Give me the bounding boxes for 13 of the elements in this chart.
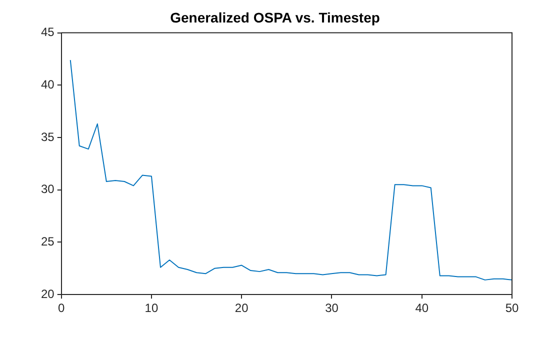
x-tick-label: 30 — [325, 301, 339, 316]
x-tick-label: 0 — [58, 301, 66, 316]
y-tick-label: 20 — [40, 286, 55, 301]
x-tick-label: 50 — [505, 301, 519, 316]
y-tick-label: 35 — [40, 130, 55, 144]
x-tick-label: 40 — [415, 301, 429, 316]
x-tick-label: 20 — [234, 301, 249, 316]
y-tick-label: 45 — [40, 25, 55, 40]
y-tick-label: 40 — [40, 77, 55, 92]
y-tick-label: 25 — [40, 234, 55, 249]
x-tick-label: 10 — [144, 301, 158, 316]
chart-title: Generalized OSPA vs. Timestep — [170, 9, 380, 26]
y-tick-label: 30 — [40, 182, 55, 196]
